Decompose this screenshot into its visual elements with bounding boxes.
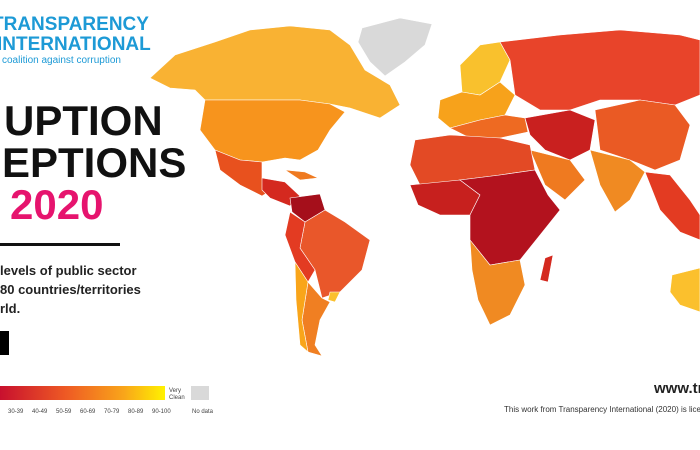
description-line: rld. <box>0 301 20 316</box>
arabia <box>529 149 586 201</box>
middle-east <box>524 109 596 161</box>
uruguay <box>327 291 341 303</box>
footer-url[interactable]: www.tr <box>653 380 700 397</box>
legend-label: 30-39 <box>8 409 24 415</box>
madagascar <box>539 254 554 283</box>
russia <box>499 29 700 111</box>
tagline: coalition against corruption <box>2 55 121 66</box>
title-line: EPTIONS <box>2 139 186 186</box>
legend-scale <box>0 386 165 400</box>
divider <box>0 243 120 246</box>
logo-line: TRANSPARENCY <box>0 14 149 35</box>
legend-label: 40-49 <box>32 409 48 415</box>
title-line: 2020 <box>10 181 103 228</box>
greenland <box>357 17 433 77</box>
logo-line: INTERNATIONAL <box>0 34 151 55</box>
australia <box>669 267 700 313</box>
legend-no-data-label: No data <box>192 409 214 415</box>
andes <box>284 211 316 283</box>
footer-license: This work from Transparency Internationa… <box>504 405 700 414</box>
button[interactable] <box>0 331 9 355</box>
legend-labels: 30-39 40-49 50-59 60-69 70-79 80-89 90-100 <box>8 409 171 415</box>
legend-label: 90-100 <box>152 409 171 415</box>
southeast-asia <box>644 171 700 241</box>
title-line: UPTION <box>4 97 163 144</box>
europe-west <box>437 81 516 129</box>
description-line: levels of public sector <box>0 263 137 278</box>
legend-label: 50-59 <box>56 409 72 415</box>
description-line: 80 countries/territories <box>0 282 141 297</box>
legend-label: 60-69 <box>80 409 96 415</box>
legend-label: 80-89 <box>128 409 144 415</box>
india <box>589 149 646 213</box>
legend-label: 70-79 <box>104 409 120 415</box>
china <box>594 99 691 171</box>
south-africa <box>469 239 526 326</box>
legend-no-data <box>191 386 209 400</box>
chile <box>294 260 309 353</box>
legend-very-clean: Clean <box>169 395 185 401</box>
central-africa <box>459 169 561 266</box>
world-map <box>149 17 700 357</box>
caribbean <box>284 169 320 181</box>
legend-very-clean: Very <box>169 388 181 394</box>
